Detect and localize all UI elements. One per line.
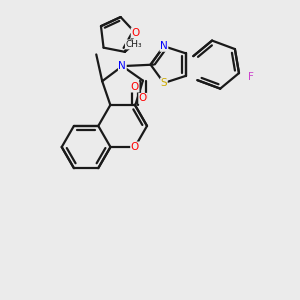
Text: CH₃: CH₃ <box>125 40 142 49</box>
Text: S: S <box>160 78 167 88</box>
Text: O: O <box>139 93 147 103</box>
Text: O: O <box>131 82 139 92</box>
Text: O: O <box>131 28 140 38</box>
Text: N: N <box>160 41 168 51</box>
Text: O: O <box>131 142 139 152</box>
Text: F: F <box>248 72 254 82</box>
Text: N: N <box>118 61 126 71</box>
